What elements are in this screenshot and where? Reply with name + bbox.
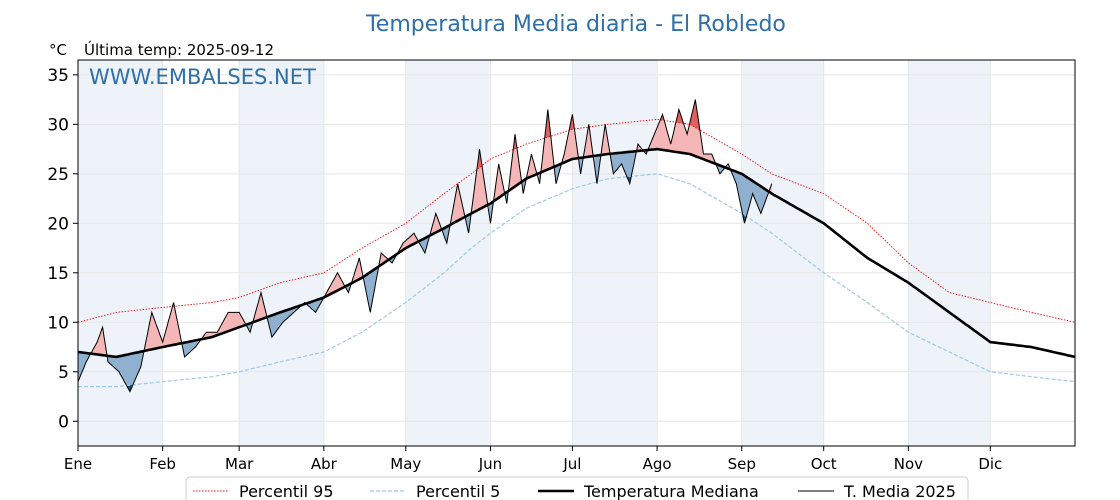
legend-label: Temperatura Mediana — [583, 482, 759, 500]
above-median-fill — [509, 134, 522, 191]
above-median-fill — [323, 272, 346, 298]
below-median-fill — [363, 265, 380, 313]
below-p5-fill — [743, 214, 746, 224]
series-line-percentil-5 — [78, 173, 1076, 388]
y-tick-label: 30 — [47, 115, 69, 135]
x-tick-label: Nov — [894, 455, 923, 473]
watermark: WWW.EMBALSES.NET — [89, 65, 316, 89]
above-p95-fill — [661, 114, 664, 121]
y-tick-label: 20 — [47, 214, 69, 234]
month-band — [78, 60, 163, 446]
month-band — [405, 60, 491, 446]
series-line-media-2025 — [77, 99, 773, 393]
x-tick-label: Mar — [225, 455, 254, 473]
above-p95-fill — [689, 99, 700, 130]
x-tick-label: Oct — [811, 455, 837, 473]
gridlines — [77, 60, 1075, 446]
legend-label: Percentil 5 — [416, 482, 500, 500]
x-axis: Ene Feb Mar Abr May Jun Jul Ago Sep Oct Nov Dic — [64, 446, 1002, 473]
legend-label: T. Media 2025 — [843, 482, 956, 500]
x-tick-label: Jun — [478, 455, 502, 473]
above-median-fill — [450, 183, 466, 225]
x-tick-label: Feb — [149, 455, 176, 473]
x-tick-label: Abr — [311, 455, 338, 473]
below-median-fill — [610, 151, 637, 184]
y-tick-label: 15 — [47, 264, 69, 284]
below-median-fill — [78, 351, 92, 382]
above-median-fill — [540, 109, 555, 173]
series-line-mediana — [77, 147, 1076, 359]
above-median-fill — [352, 257, 364, 283]
y-tick-label: 0 — [58, 412, 69, 432]
chart-title: Temperatura Media diaria - El Robledo — [365, 12, 786, 37]
below-median-fill — [181, 339, 203, 357]
above-median-fill — [91, 327, 109, 356]
x-tick-label: Sep — [728, 455, 756, 473]
below-median-fill — [465, 213, 472, 234]
x-tick-label: Ago — [643, 455, 672, 473]
y-tick-label: 10 — [47, 313, 69, 333]
below-p5-fill — [127, 384, 133, 392]
month-band — [908, 60, 991, 446]
y-tick-label: 25 — [47, 165, 69, 185]
plot-frame — [77, 59, 1076, 447]
above-p95-fill — [676, 109, 684, 124]
x-tick-label: Ene — [64, 455, 92, 473]
month-band — [572, 60, 658, 446]
below-median-fill — [594, 154, 602, 184]
series-lines — [77, 99, 1076, 393]
above-median-fill — [494, 163, 506, 201]
above-median-fill — [527, 154, 539, 179]
month-band — [741, 60, 824, 446]
x-tick-label: May — [390, 455, 421, 473]
x-tick-label: Jul — [562, 455, 581, 473]
above-median-fill — [648, 99, 718, 165]
above-median-fill — [144, 302, 182, 351]
below-median-fill — [267, 304, 302, 338]
above-median-fill — [583, 124, 595, 158]
y-tick-label: 5 — [58, 363, 69, 383]
above-median-fill — [471, 149, 490, 214]
above-median-fill — [252, 292, 268, 323]
month-bands — [78, 60, 991, 446]
month-band — [239, 60, 324, 446]
last-temp-label: Última temp: 2025-09-12 — [84, 40, 274, 59]
legend-frame — [185, 476, 969, 500]
legend: Percentil 95 Percentil 5 Temperatura Media… — [185, 476, 969, 500]
unit-label: °C — [49, 41, 67, 59]
below-median-fill — [306, 297, 324, 313]
y-tick-label: 35 — [47, 66, 69, 86]
y-axis: 0 5 10 15 20 25 30 35 — [47, 66, 78, 432]
above-p95-fill — [513, 134, 517, 150]
above-p95-fill — [545, 109, 551, 139]
plot-area: WWW.EMBALSES.NET — [77, 59, 1076, 447]
above-median-fill — [562, 114, 580, 164]
above-median-fill — [601, 124, 611, 155]
series-line-percentil-95 — [77, 118, 1076, 323]
anomaly-fills — [78, 99, 772, 392]
below-median-fill — [108, 350, 145, 392]
x-tick-label: Dic — [978, 455, 1002, 473]
legend-label: Percentil 95 — [239, 482, 334, 500]
